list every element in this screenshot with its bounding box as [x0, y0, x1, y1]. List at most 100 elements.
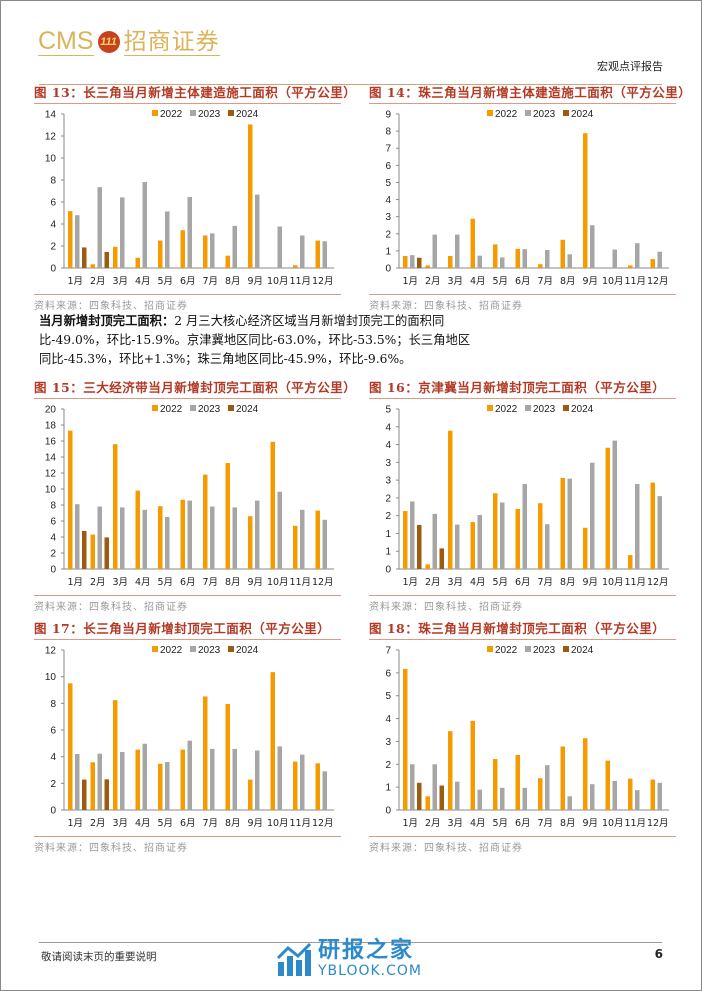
x-tick-label: 8月 — [560, 818, 576, 829]
bar-2023-10 — [277, 491, 282, 569]
y-tick-label: 3 — [385, 458, 391, 469]
x-tick-label: 1月 — [402, 577, 418, 588]
x-tick-label: 7月 — [202, 577, 218, 588]
y-tick-label: 8 — [50, 699, 56, 710]
bar-2022-4 — [135, 749, 140, 810]
report-type: 宏观点评报告 — [597, 60, 663, 73]
bar-2023-3 — [120, 752, 125, 810]
bar-2023-8 — [232, 225, 237, 268]
x-tick-label: 3月 — [112, 577, 128, 588]
bar-2022-12 — [315, 240, 320, 268]
bar-2023-8 — [567, 796, 572, 810]
x-tick-label: 4月 — [470, 818, 486, 829]
x-tick-label: 12月 — [312, 577, 334, 588]
bar-2023-5 — [500, 502, 505, 569]
bar-2022-8 — [560, 477, 565, 569]
bar-2023-7 — [545, 765, 550, 810]
y-tick-label: 2 — [385, 229, 391, 240]
x-tick-label: 6月 — [180, 276, 196, 287]
bar-2023-4 — [477, 255, 482, 268]
bar-2023-6 — [522, 787, 527, 810]
x-tick-label: 1月 — [402, 276, 418, 287]
bar-2022-12 — [650, 482, 655, 569]
x-tick-label: 10月 — [602, 577, 624, 588]
x-tick-label: 10月 — [602, 276, 624, 287]
x-tick-label: 9月 — [582, 577, 598, 588]
bar-2023-6 — [187, 740, 192, 810]
bar-2022-12 — [315, 510, 320, 569]
figure-18: 图 18：珠三角当月新增封顶完工面积（平方公里） 0 1 2 3 4 5 6 7 1月 2月 3月 4… — [369, 621, 676, 854]
legend-swatch-2023 — [190, 646, 196, 652]
bar-2022-6 — [515, 754, 520, 810]
bar-2022-2 — [90, 534, 95, 569]
bar-2024-1 — [82, 531, 87, 569]
bar-2023-8 — [567, 254, 572, 268]
legend-label-2023: 2023 — [533, 645, 556, 656]
bar-2023-12 — [657, 251, 662, 268]
y-tick-label: 2 — [50, 549, 56, 560]
bar-2022-3 — [113, 444, 118, 569]
page-number: 6 — [654, 947, 663, 961]
bar-2022-1 — [403, 511, 408, 569]
bar-2022-10 — [605, 447, 610, 569]
bar-2023-1 — [410, 764, 415, 810]
bar-2023-2 — [432, 764, 437, 810]
bar-2022-2 — [90, 762, 95, 810]
y-tick-label: 6 — [50, 198, 56, 209]
bar-2023-11 — [635, 790, 640, 810]
y-tick-label: 0 — [385, 264, 391, 275]
x-tick-label: 2月 — [425, 276, 441, 287]
legend-label-2023: 2023 — [198, 109, 221, 120]
x-tick-label: 9月 — [247, 818, 263, 829]
figure-title: 图 18：珠三角当月新增封顶完工面积（平方公里） — [369, 621, 676, 640]
x-tick-label: 10月 — [267, 818, 289, 829]
figure-source: 资料来源：四象科技、招商证券 — [369, 294, 676, 312]
bar-2022-2 — [425, 796, 430, 810]
x-tick-label: 6月 — [515, 818, 531, 829]
bar-2023-3 — [455, 781, 460, 810]
legend-swatch-2023 — [190, 110, 196, 116]
figure-14: 图 14：珠三角当月新增主体建造施工面积（平方公里） 0 1 2 3 4 5 6 7 8 9 1月 2… — [369, 85, 691, 312]
bar-2022-12 — [650, 259, 655, 268]
y-tick-label: 2 — [385, 760, 391, 771]
bar-2022-12 — [650, 779, 655, 810]
x-tick-label: 2月 — [90, 818, 106, 829]
legend-swatch-2023 — [525, 646, 531, 652]
figure-source: 资料来源：四象科技、招商证券 — [34, 836, 341, 854]
x-tick-label: 7月 — [537, 276, 553, 287]
x-tick-label: 9月 — [247, 577, 263, 588]
bar-2023-8 — [567, 478, 572, 569]
figure-title: 图 16：京津冀当月新增封顶完工面积（平方公里） — [369, 380, 676, 399]
x-tick-label: 4月 — [135, 818, 151, 829]
bar-2022-3 — [113, 246, 118, 268]
y-tick-label: 6 — [50, 517, 56, 528]
x-tick-label: 3月 — [447, 276, 463, 287]
bar-2022-8 — [225, 255, 230, 268]
figure-source: 资料来源：四象科技、招商证券 — [34, 294, 341, 312]
bar-2022-2 — [425, 265, 430, 268]
bar-2023-8 — [232, 748, 237, 810]
bar-2023-4 — [142, 181, 147, 268]
bar-2023-2 — [97, 187, 102, 268]
y-tick-label: 4 — [385, 440, 391, 451]
x-tick-label: 5月 — [492, 276, 508, 287]
x-tick-label: 8月 — [560, 276, 576, 287]
bar-2022-9 — [248, 124, 253, 268]
x-tick-label: 10月 — [602, 818, 624, 829]
bar-2022-8 — [560, 239, 565, 268]
bar-2022-3 — [448, 430, 453, 569]
chart-18: 0 1 2 3 4 5 6 7 1月 2月 3月 4月 5月 6月 7月 8月 9月 10月 11月 12月 2022 2… — [385, 645, 669, 829]
bar-2024-1 — [417, 524, 422, 569]
bar-2023-3 — [120, 197, 125, 268]
figure-17: 图 17：长三角当月新增封顶完工面积（平方公里） 0 2 4 6 8 10 12 1月 2月 3月… — [34, 621, 341, 854]
legend-swatch-2024 — [563, 110, 569, 116]
cms-logo: CMS 111 招商证券 — [38, 27, 220, 56]
bar-2023-2 — [97, 753, 102, 810]
bar-2023-1 — [75, 504, 80, 569]
bar-2022-8 — [225, 704, 230, 810]
bar-2023-10 — [612, 249, 617, 268]
x-tick-label: 8月 — [225, 276, 241, 287]
x-tick-label: 11月 — [624, 577, 646, 588]
y-tick-label: 18 — [45, 421, 57, 432]
chart-17: 0 2 4 6 8 10 12 1月 2月 3月 4月 5月 6月 7月 8月 9月 10月 11月 12月 2022… — [45, 645, 334, 829]
